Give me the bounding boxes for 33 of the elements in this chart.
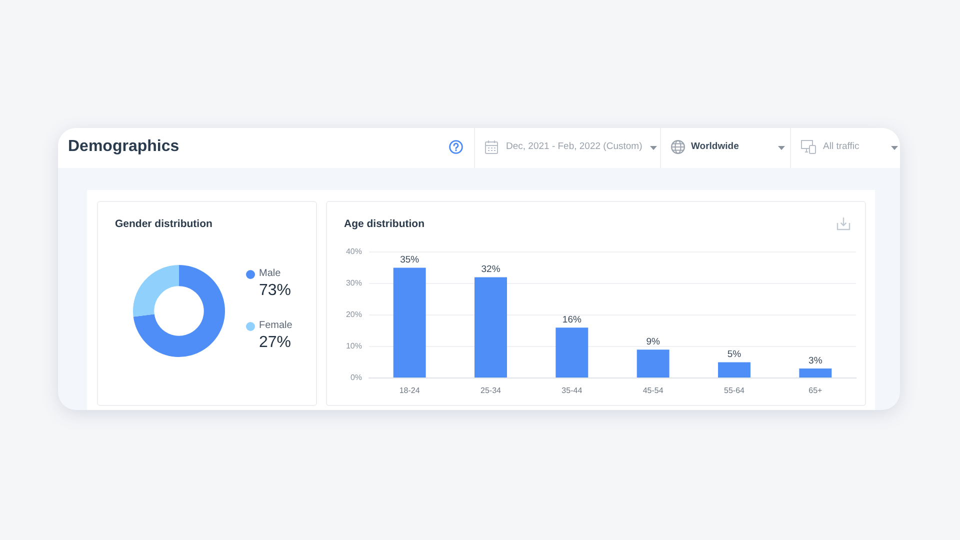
data-label: 73% bbox=[259, 282, 292, 300]
bar bbox=[393, 268, 426, 378]
y-tick-label: 0% bbox=[350, 373, 362, 382]
x-tick-label: 35-44 bbox=[562, 386, 583, 396]
chart-title: Age distribution bbox=[344, 218, 424, 230]
data-label: 16% bbox=[562, 314, 582, 326]
data-label: 9% bbox=[646, 336, 660, 348]
y-tick-label: 30% bbox=[346, 278, 362, 288]
y-tick-label: 20% bbox=[346, 310, 362, 320]
bar bbox=[718, 362, 750, 378]
bar bbox=[636, 350, 670, 378]
text: Demographics bbox=[68, 138, 180, 156]
data-label: 32% bbox=[481, 264, 501, 276]
text: Worldwide bbox=[691, 141, 739, 152]
data-label: 27% bbox=[259, 334, 292, 352]
x-tick-label: 65+ bbox=[808, 386, 823, 396]
y-tick-label: 40% bbox=[346, 247, 362, 256]
data-label: 35% bbox=[400, 254, 420, 266]
chart-title: Gender distribution bbox=[115, 218, 212, 230]
x-tick-label: 55-64 bbox=[724, 386, 746, 396]
x-tick-label: 18-24 bbox=[399, 386, 420, 396]
bar bbox=[474, 277, 507, 378]
bar bbox=[556, 328, 588, 378]
bar bbox=[799, 368, 832, 378]
text: All traffic bbox=[823, 141, 860, 152]
data-label: 3% bbox=[808, 355, 823, 366]
data-label: 5% bbox=[727, 349, 742, 360]
x-tick-label: 25-34 bbox=[480, 386, 502, 396]
legend-label: Male bbox=[259, 268, 281, 279]
text: Dec, 2021 - Feb, 2022 (Custom) bbox=[506, 141, 642, 152]
x-tick-label: 45-54 bbox=[642, 386, 664, 396]
y-tick-label: 10% bbox=[346, 342, 362, 351]
legend-label: Female bbox=[259, 320, 292, 331]
